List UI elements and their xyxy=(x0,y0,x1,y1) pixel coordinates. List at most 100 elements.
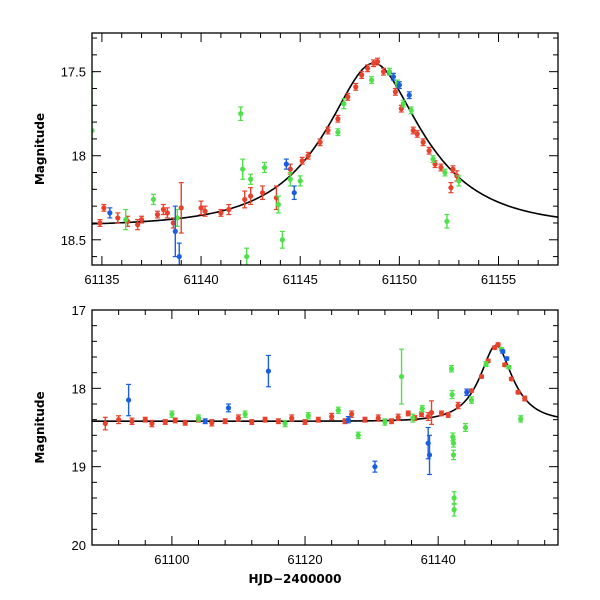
data-point-green xyxy=(419,406,425,412)
data-point-red xyxy=(218,210,224,216)
data-point-green xyxy=(483,361,489,367)
data-point-red xyxy=(129,418,135,424)
series-green xyxy=(169,346,524,517)
series-red xyxy=(97,57,460,234)
bottom-panel: 61100 61120 61140 17 18 19 20 Magnitude HJD−2400… xyxy=(33,303,559,586)
data-point-blue xyxy=(176,253,182,260)
y-tick-label: 19 xyxy=(72,460,86,475)
data-point-red xyxy=(329,413,335,420)
data-point-green xyxy=(123,217,129,223)
data-point-red xyxy=(287,166,293,172)
data-point-red xyxy=(135,222,141,228)
data-point-blue xyxy=(172,228,178,234)
data-point-red xyxy=(508,376,514,382)
data-point-red xyxy=(359,72,365,78)
data-point-blue xyxy=(225,405,232,411)
data-point-green xyxy=(287,176,293,182)
data-point-red xyxy=(262,417,268,423)
y-axis-label: Magnitude xyxy=(33,113,47,185)
plot-frame xyxy=(91,32,559,266)
data-point-red xyxy=(425,413,431,420)
data-point-green xyxy=(275,201,281,208)
data-point-red xyxy=(154,211,161,218)
data-point-red xyxy=(149,420,155,427)
data-point-red xyxy=(226,206,232,213)
data-point-green xyxy=(468,397,475,403)
data-point-red xyxy=(160,206,166,213)
data-point-green xyxy=(169,411,175,417)
model-curve xyxy=(92,344,558,423)
x-tick-label: 61140 xyxy=(183,272,218,287)
data-point-red xyxy=(362,417,368,423)
data-point-red xyxy=(289,415,295,421)
data-point-red xyxy=(478,373,485,380)
top-panel: 61135 61140 61145 61150 61155 17.5 18 18.5 Magni… xyxy=(33,32,559,287)
series-blue xyxy=(107,72,412,265)
data-point-blue xyxy=(372,464,378,470)
series-blue xyxy=(126,348,510,476)
data-point-red xyxy=(392,89,398,95)
data-point-green xyxy=(244,253,250,260)
data-point-green xyxy=(279,237,285,243)
data-point-red xyxy=(198,205,204,211)
data-point-green xyxy=(408,107,414,113)
x-tick-label: 61145 xyxy=(283,272,318,287)
data-point-green xyxy=(238,111,244,117)
data-point-blue xyxy=(390,74,397,80)
x-axis-label: HJD−2400000 xyxy=(249,572,342,586)
data-point-green xyxy=(450,452,457,458)
data-point-red xyxy=(248,193,254,199)
data-point-red xyxy=(178,205,184,211)
data-point-green xyxy=(518,416,524,422)
data-point-red xyxy=(102,420,108,427)
series-red xyxy=(102,341,528,431)
data-point-red xyxy=(522,395,528,402)
data-point-red xyxy=(455,402,461,409)
data-point-red xyxy=(259,190,266,196)
x-tick-label: 61150 xyxy=(382,272,417,287)
data-point-green xyxy=(456,178,462,184)
data-point-red xyxy=(222,418,228,424)
data-point-green xyxy=(398,373,405,380)
data-point-blue xyxy=(107,210,113,216)
data-point-blue xyxy=(464,389,470,395)
data-point-red xyxy=(405,410,411,416)
data-point-blue xyxy=(504,355,510,362)
data-point-red xyxy=(164,210,170,216)
data-point-red xyxy=(495,341,501,348)
model-curve xyxy=(92,62,558,225)
data-point-red xyxy=(445,412,451,418)
data-point-green xyxy=(410,415,416,421)
data-point-red xyxy=(388,418,395,424)
data-point-red xyxy=(325,127,331,134)
data-point-blue xyxy=(202,418,208,424)
data-point-green xyxy=(442,169,448,176)
y-tick-label: 18.5 xyxy=(61,233,86,248)
data-point-red xyxy=(414,131,420,137)
data-point-red xyxy=(335,116,341,122)
data-point-green xyxy=(450,440,457,446)
data-point-red xyxy=(235,415,242,421)
data-point-green xyxy=(386,69,393,75)
data-point-green xyxy=(282,420,288,427)
data-point-red xyxy=(418,411,425,417)
y-tick-label: 20 xyxy=(72,538,86,553)
data-point-red xyxy=(380,69,387,75)
data-point-red xyxy=(115,215,121,221)
data-point-red xyxy=(172,417,178,424)
data-point-green xyxy=(449,392,455,398)
data-point-red xyxy=(365,65,371,71)
data-point-green xyxy=(335,407,341,413)
data-point-red xyxy=(138,217,145,223)
data-point-green xyxy=(369,77,375,83)
data-point-red xyxy=(275,418,281,424)
data-point-blue xyxy=(500,348,506,355)
data-point-green xyxy=(305,413,311,419)
data-point-red xyxy=(302,419,308,425)
data-point-red xyxy=(345,94,351,100)
data-point-blue xyxy=(406,92,412,98)
x-tick-label: 61100 xyxy=(154,552,189,567)
x-tick-label: 61155 xyxy=(481,272,516,287)
data-point-green xyxy=(382,419,388,425)
data-point-red xyxy=(317,139,323,145)
